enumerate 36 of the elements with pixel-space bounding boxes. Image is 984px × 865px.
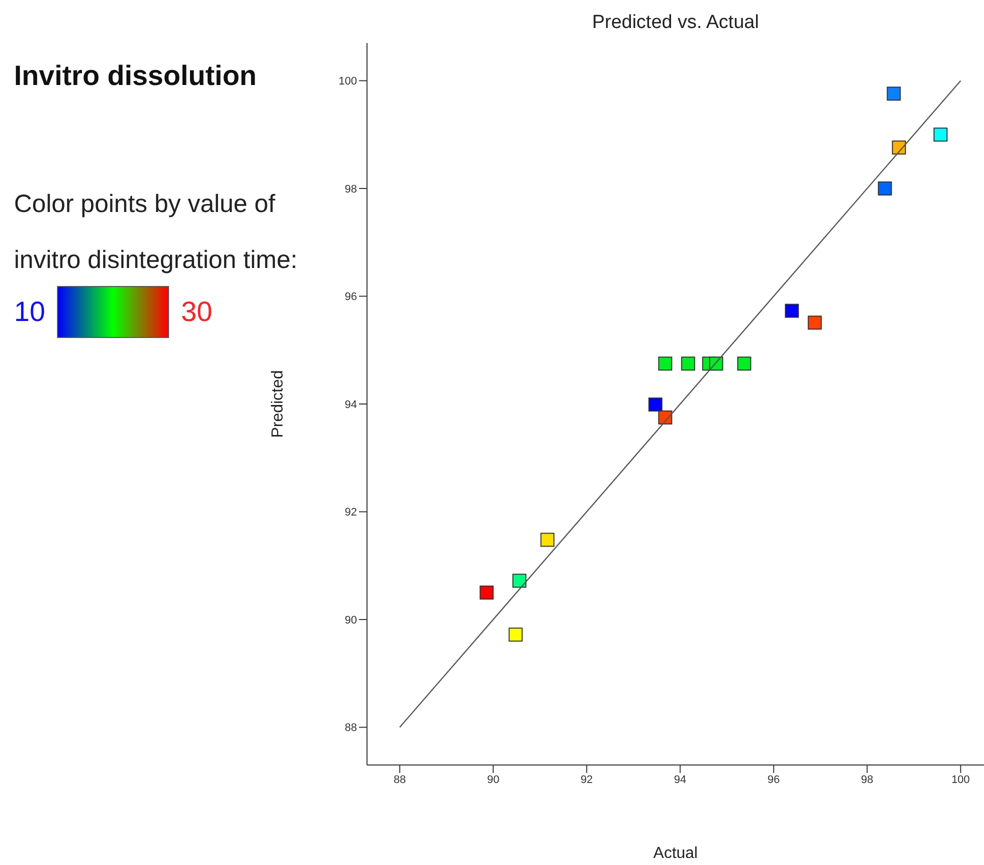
point — [784, 304, 799, 318]
point — [540, 532, 554, 547]
point — [808, 316, 822, 330]
y-tick-label: 92 — [344, 506, 357, 519]
point — [648, 398, 662, 412]
x-tick-label: 88 — [394, 774, 406, 786]
point — [508, 628, 523, 642]
x-axis-title: Actual — [653, 845, 698, 862]
point — [892, 140, 906, 155]
text: 10 — [14, 296, 46, 328]
text: Invitro dissolution — [14, 60, 257, 92]
x-tick-label: 92 — [580, 774, 593, 786]
y-tick-label: 100 — [338, 76, 357, 88]
y-tick-label: 96 — [344, 291, 357, 304]
x-tick-label: 100 — [951, 774, 970, 786]
point — [681, 356, 696, 371]
x-tick-label: 98 — [861, 774, 874, 786]
point — [934, 128, 948, 142]
y-tick-label: 94 — [344, 398, 357, 411]
point — [658, 410, 672, 424]
color-bar-title: Color points by value of invitro disintegration time: — [14, 189, 298, 276]
point — [737, 356, 752, 371]
text: 30 — [181, 296, 212, 328]
point — [878, 181, 892, 196]
y-tick-label: 88 — [344, 722, 357, 734]
chart-subtitle: Predicted vs. Actual — [591, 12, 760, 34]
y-axis-title: Predicted — [270, 370, 287, 438]
x-tick-label: 94 — [674, 774, 686, 786]
point — [886, 86, 901, 101]
y-tick-label: 90 — [344, 614, 357, 626]
x-tick-label: 96 — [768, 774, 780, 786]
x-tick-label: 90 — [487, 774, 500, 786]
point — [658, 356, 672, 371]
point — [512, 574, 526, 588]
y-tick-label: 98 — [344, 183, 357, 196]
point — [480, 586, 494, 600]
